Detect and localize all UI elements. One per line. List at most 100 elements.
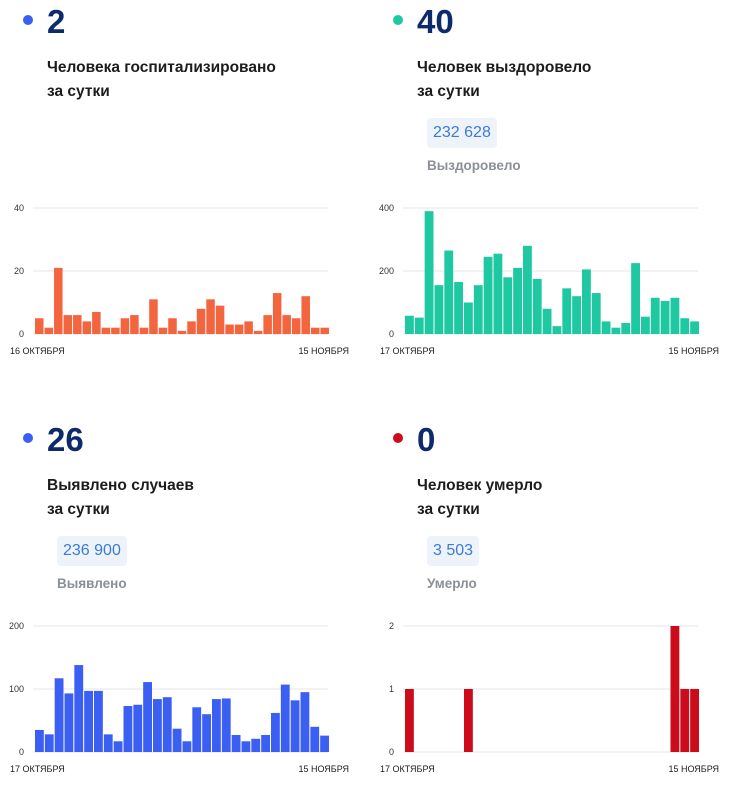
bar — [405, 689, 414, 752]
bar — [221, 698, 231, 752]
bar — [641, 316, 650, 334]
y-tick-label: 200 — [379, 266, 394, 276]
bar — [82, 321, 92, 334]
x-start-label: 17 ОКТЯБРЯ — [10, 764, 65, 774]
bar — [74, 665, 84, 752]
bar — [92, 311, 101, 334]
bar — [434, 285, 444, 334]
caption-line-2: за сутки — [417, 83, 480, 100]
bar — [231, 734, 241, 752]
bar — [444, 250, 454, 334]
total-label: Выздоровело — [427, 158, 521, 173]
bar — [225, 324, 234, 334]
daily-value: 26 — [47, 421, 84, 458]
bar — [172, 728, 182, 752]
bar — [272, 293, 282, 334]
detected-chart: 0 100 200 17 ОКТЯБРЯ 15 НОЯБРЯ — [9, 621, 349, 774]
bar — [192, 707, 202, 752]
recovered-panel: 40 Человек выздоровело за сутки 232 628 … — [370, 0, 740, 390]
bar — [261, 734, 270, 752]
bar — [582, 269, 591, 334]
bar — [73, 315, 82, 334]
bar — [177, 330, 187, 334]
bar — [320, 735, 329, 752]
daily-value: 2 — [47, 3, 66, 40]
daily-value: 40 — [417, 3, 454, 40]
bar — [690, 689, 699, 752]
bar — [562, 288, 572, 334]
bar — [158, 327, 168, 334]
bar — [206, 299, 215, 334]
bar — [464, 302, 473, 334]
bar — [111, 327, 120, 334]
daily-caption: Выявлено случаев за сутки — [47, 474, 194, 522]
bar — [414, 317, 424, 334]
hospitalized-panel: 2 Человека госпитализировано за сутки 0 2… — [0, 0, 370, 390]
bar — [660, 300, 670, 334]
bar — [523, 245, 532, 334]
detected-panel: 26 Выявлено случаев за сутки 236 900 Выя… — [0, 418, 370, 808]
bar — [35, 729, 44, 752]
bar — [64, 693, 74, 752]
bar — [123, 706, 133, 752]
bar — [234, 324, 244, 334]
bar — [103, 734, 113, 752]
bar — [310, 726, 320, 752]
bar — [253, 330, 263, 334]
y-tick-label: 20 — [14, 266, 24, 276]
x-start-label: 17 ОКТЯБРЯ — [380, 764, 435, 774]
x-end-label: 15 НОЯБРЯ — [298, 764, 349, 774]
bar — [187, 321, 196, 334]
bar — [130, 315, 139, 334]
bar — [153, 699, 162, 752]
bar — [149, 299, 158, 334]
daily-value: 0 — [417, 421, 436, 458]
y-tick-label: 0 — [389, 747, 394, 757]
bar — [44, 327, 54, 334]
bar — [263, 315, 272, 334]
bar — [282, 315, 291, 334]
bar — [532, 278, 542, 335]
bar — [503, 277, 513, 334]
deaths-chart: 0 1 2 17 ОКТЯБРЯ 15 НОЯБРЯ — [380, 621, 719, 774]
bar — [162, 697, 172, 752]
bar — [301, 296, 310, 334]
caption-line-2: за сутки — [47, 501, 110, 518]
bar — [291, 318, 301, 334]
bar — [113, 741, 123, 752]
bar — [44, 734, 54, 752]
x-end-label: 15 НОЯБРЯ — [298, 346, 349, 356]
bar — [552, 326, 562, 335]
caption-line-1: Выявлено случаев — [47, 477, 194, 494]
bar — [244, 321, 253, 334]
bar — [690, 321, 699, 334]
series-dot — [23, 15, 33, 25]
caption-line-1: Человека госпитализировано — [47, 59, 276, 76]
bar — [84, 690, 93, 752]
y-tick-label: 100 — [9, 684, 24, 694]
bar — [670, 626, 680, 752]
caption-line-1: Человек умерло — [417, 477, 543, 494]
bar — [101, 327, 111, 334]
bar — [54, 678, 64, 752]
bar — [271, 712, 280, 752]
y-tick-label: 0 — [19, 747, 24, 757]
bar — [168, 318, 177, 334]
bar — [591, 293, 601, 334]
bar — [424, 211, 434, 334]
bar — [464, 689, 473, 752]
deaths-panel: 0 Человек умерло за сутки 3 503 Умерло 0… — [370, 418, 740, 808]
bar — [513, 267, 522, 334]
bar — [280, 684, 290, 752]
daily-caption: Человек умерло за сутки — [417, 474, 542, 522]
caption-line-2: за сутки — [417, 501, 480, 518]
bar — [405, 315, 414, 334]
bar — [572, 296, 581, 334]
y-tick-label: 1 — [389, 684, 394, 694]
bar — [611, 327, 621, 334]
bar — [202, 714, 211, 752]
bar — [133, 704, 143, 752]
bar — [241, 741, 251, 752]
total-badge: 236 900 — [57, 536, 127, 566]
hospitalized-chart: 0 20 40 16 ОКТЯБРЯ 15 НОЯБРЯ — [10, 203, 349, 356]
